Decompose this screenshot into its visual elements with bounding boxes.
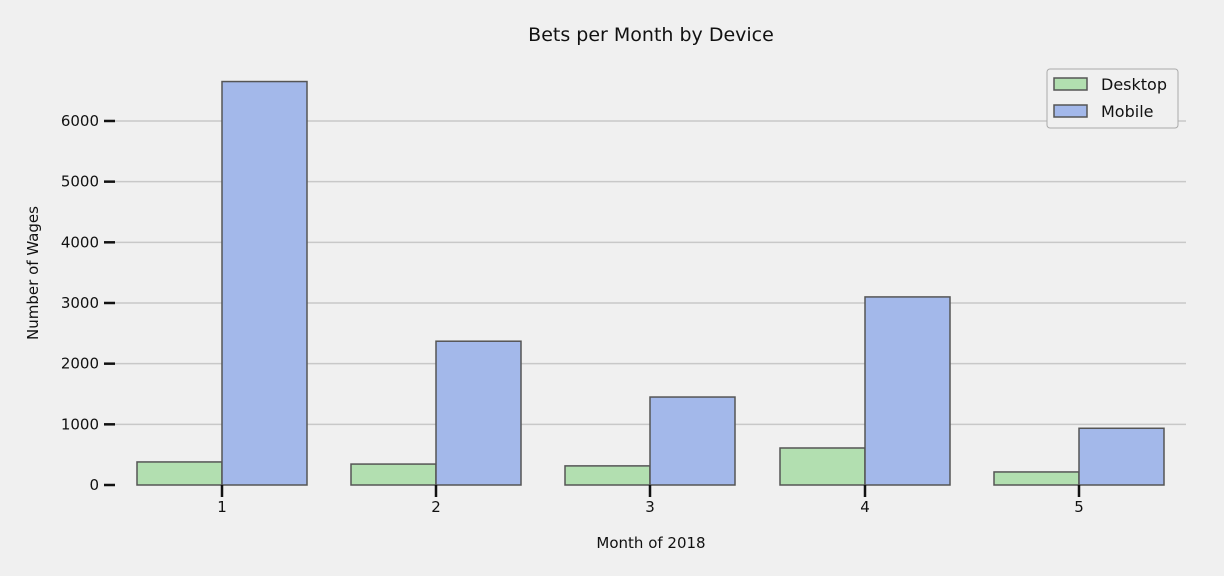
x-tick-label: 3 [645, 498, 655, 516]
y-tick-label: 6000 [61, 112, 99, 130]
y-tick-label: 1000 [61, 415, 99, 433]
bar-desktop-1 [136, 461, 223, 486]
y-tick-label: 2000 [61, 355, 99, 373]
chart-title: Bets per Month by Device [528, 24, 774, 46]
y-tick-label: 4000 [61, 233, 99, 251]
x-axis-label: Month of 2018 [596, 534, 705, 552]
bar-mobile-3 [649, 396, 736, 486]
y-tick-label: 5000 [61, 173, 99, 191]
y-tick-label: 0 [89, 476, 99, 494]
x-tick-label: 1 [217, 498, 227, 516]
bar-desktop-4 [779, 447, 866, 486]
x-tick-label: 2 [431, 498, 441, 516]
y-tick-label: 3000 [61, 294, 99, 312]
bar-desktop-5 [993, 471, 1080, 486]
legend-label-desktop: Desktop [1101, 75, 1167, 94]
y-axis-label: Number of Wages [24, 206, 42, 340]
bar-desktop-3 [564, 465, 651, 486]
x-tick-label: 5 [1074, 498, 1084, 516]
legend-swatch-desktop [1053, 77, 1088, 91]
bar-mobile-2 [435, 340, 522, 486]
x-tick-label: 4 [860, 498, 870, 516]
bar-mobile-4 [864, 296, 951, 486]
legend-swatch-mobile [1053, 104, 1088, 118]
bars [136, 80, 1165, 486]
axes: 0 1000 2000 3000 4000 5000 6000 1 2 3 4 5 [61, 112, 1084, 516]
legend-label-mobile: Mobile [1101, 102, 1153, 121]
legend: Desktop Mobile [1046, 68, 1179, 129]
bar-desktop-2 [350, 463, 437, 486]
bar-mobile-5 [1078, 427, 1165, 486]
bar-mobile-1 [221, 80, 308, 486]
